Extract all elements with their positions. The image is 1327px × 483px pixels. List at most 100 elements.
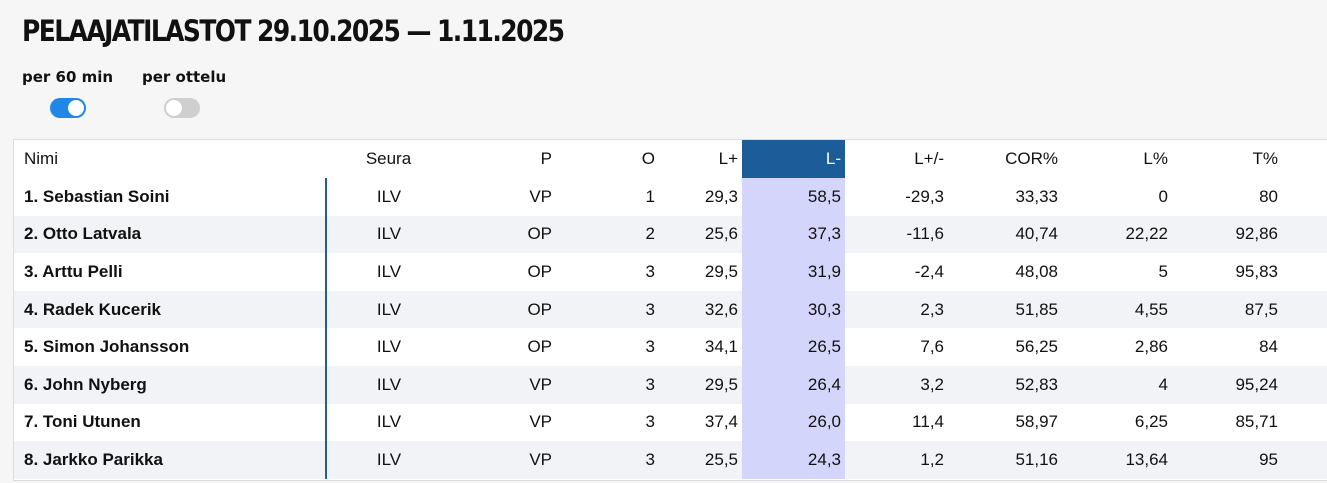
cell-name[interactable]: 5. Simon Johansson bbox=[14, 328, 327, 366]
toggle-label-per-60-min: per 60 min bbox=[22, 68, 114, 86]
cell-club: ILV bbox=[326, 441, 426, 479]
switch-knob bbox=[166, 100, 182, 116]
table-row[interactable]: 3. Arttu Pelli ILV OP 3 29,5 31,9 -2,4 48,08 5 95… bbox=[14, 253, 1327, 291]
cell-l-plus-minus: 7,6 bbox=[845, 328, 948, 366]
cell-club: ILV bbox=[326, 365, 426, 404]
cell-l-pct: 22,22 bbox=[1062, 215, 1172, 254]
cell-name[interactable]: 7. Toni Utunen bbox=[14, 403, 327, 442]
cell-spacer bbox=[1282, 365, 1327, 404]
column-header-cor-pct[interactable]: COR% bbox=[1005, 149, 1058, 168]
column-header-nimi[interactable]: Nimi bbox=[24, 149, 58, 168]
cell-position: VP bbox=[426, 365, 556, 404]
cell-l-minus: 58,5 bbox=[742, 178, 845, 216]
cell-name[interactable]: 8. Jarkko Parikka bbox=[14, 441, 327, 479]
cell-name[interactable]: 4. Radek Kucerik bbox=[14, 290, 327, 329]
toggle-per-ottelu: per ottelu bbox=[142, 68, 227, 118]
cell-t-pct: 95 bbox=[1172, 441, 1282, 479]
cell-cor-pct: 33,33 bbox=[948, 178, 1062, 216]
cell-l-plus-minus: -2,4 bbox=[845, 253, 948, 291]
cell-t-pct: 95,24 bbox=[1172, 365, 1282, 404]
switch-knob bbox=[68, 100, 84, 116]
cell-t-pct: 87,5 bbox=[1172, 290, 1282, 329]
cell-t-pct: 85,71 bbox=[1172, 403, 1282, 442]
column-header-p[interactable]: P bbox=[540, 149, 552, 168]
cell-l-plus: 34,1 bbox=[659, 328, 742, 366]
cell-l-pct: 0 bbox=[1062, 178, 1172, 216]
cell-spacer bbox=[1282, 253, 1327, 291]
cell-t-pct: 95,83 bbox=[1172, 253, 1282, 291]
cell-club: ILV bbox=[326, 215, 426, 254]
cell-position: OP bbox=[426, 290, 556, 329]
cell-club: ILV bbox=[326, 403, 426, 442]
cell-l-pct: 2,86 bbox=[1062, 328, 1172, 366]
cell-l-pct: 4,55 bbox=[1062, 290, 1172, 329]
column-header-t-pct[interactable]: T% bbox=[1252, 149, 1279, 168]
cell-name[interactable]: 3. Arttu Pelli bbox=[14, 253, 327, 291]
cell-l-minus: 26,0 bbox=[742, 403, 845, 442]
per-ottelu-switch[interactable] bbox=[164, 98, 200, 118]
cell-l-minus: 30,3 bbox=[742, 290, 845, 329]
table-row[interactable]: 5. Simon Johansson ILV OP 3 34,1 26,5 7,6 56,25… bbox=[14, 328, 1327, 366]
table-row[interactable]: 7. Toni Utunen ILV VP 3 37,4 26,0 11,4 58,97 6,2… bbox=[14, 403, 1327, 442]
column-header-l-pct[interactable]: L% bbox=[1143, 149, 1168, 168]
cell-t-pct: 80 bbox=[1172, 178, 1282, 216]
cell-name[interactable]: 2. Otto Latvala bbox=[14, 215, 327, 254]
cell-l-plus-minus: 11,4 bbox=[845, 403, 948, 442]
cell-cor-pct: 52,83 bbox=[948, 365, 1062, 404]
table-row[interactable]: 4. Radek Kucerik ILV OP 3 32,6 30,3 2,3 51,85 4,… bbox=[14, 290, 1327, 329]
cell-games: 3 bbox=[556, 403, 659, 442]
column-header-o[interactable]: O bbox=[641, 149, 655, 168]
cell-l-plus-minus: 2,3 bbox=[845, 290, 948, 329]
cell-spacer bbox=[1282, 290, 1327, 329]
cell-club: ILV bbox=[326, 328, 426, 366]
cell-l-plus-minus: 3,2 bbox=[845, 365, 948, 404]
cell-l-plus: 25,5 bbox=[659, 441, 742, 479]
cell-position: VP bbox=[426, 403, 556, 442]
cell-games: 2 bbox=[556, 215, 659, 254]
cell-position: OP bbox=[426, 253, 556, 291]
cell-t-pct: 92,86 bbox=[1172, 215, 1282, 254]
per-60-min-switch[interactable] bbox=[50, 98, 86, 118]
cell-name[interactable]: 6. John Nyberg bbox=[14, 365, 327, 404]
column-header-l-plus-minus[interactable]: L+/- bbox=[914, 149, 944, 168]
table-row[interactable]: 8. Jarkko Parikka ILV VP 3 25,5 24,3 1,2 51,16 1… bbox=[14, 441, 1327, 479]
cell-l-plus-minus: -11,6 bbox=[845, 215, 948, 254]
cell-games: 1 bbox=[556, 178, 659, 216]
cell-l-pct: 4 bbox=[1062, 365, 1172, 404]
table-row[interactable]: 1. Sebastian Soini ILV VP 1 29,3 58,5 -29,3 33,… bbox=[14, 178, 1327, 216]
cell-l-plus: 37,4 bbox=[659, 403, 742, 442]
cell-t-pct: 84 bbox=[1172, 328, 1282, 366]
column-header-seura[interactable]: Seura bbox=[365, 149, 412, 168]
cell-cor-pct: 56,25 bbox=[948, 328, 1062, 366]
cell-l-pct: 5 bbox=[1062, 253, 1172, 291]
toggle-per-60-min: per 60 min bbox=[22, 68, 114, 118]
cell-l-plus-minus: -29,3 bbox=[845, 178, 948, 216]
cell-spacer bbox=[1282, 178, 1327, 216]
column-header-l-plus[interactable]: L+ bbox=[718, 149, 738, 168]
cell-l-pct: 6,25 bbox=[1062, 403, 1172, 442]
cell-l-plus: 29,5 bbox=[659, 365, 742, 404]
cell-position: OP bbox=[426, 328, 556, 366]
cell-cor-pct: 48,08 bbox=[948, 253, 1062, 291]
cell-l-minus: 37,3 bbox=[742, 215, 845, 254]
cell-l-plus-minus: 1,2 bbox=[845, 441, 948, 479]
cell-spacer bbox=[1282, 441, 1327, 479]
cell-club: ILV bbox=[326, 290, 426, 329]
table-row[interactable]: 2. Otto Latvala ILV OP 2 25,6 37,3 -11,6 40,74 2… bbox=[14, 215, 1327, 254]
cell-l-minus: 26,5 bbox=[742, 328, 845, 366]
page-title: PELAAJATILASTOT 29.10.2025 — 1.11.2025 bbox=[22, 14, 565, 48]
cell-spacer bbox=[1282, 215, 1327, 254]
column-header-l-minus[interactable]: L- bbox=[742, 140, 845, 178]
toggle-label-per-ottelu: per ottelu bbox=[142, 68, 227, 86]
table-row[interactable]: 6. John Nyberg ILV VP 3 29,5 26,4 3,2 52,83 4 95,… bbox=[14, 365, 1327, 404]
player-stats-table: Nimi Seura P O L+ L- L+/- COR% L% T% 1. … bbox=[13, 139, 1327, 481]
cell-l-pct: 13,64 bbox=[1062, 441, 1172, 479]
cell-cor-pct: 51,85 bbox=[948, 290, 1062, 329]
cell-club: ILV bbox=[326, 253, 426, 291]
column-header-spacer bbox=[1282, 140, 1327, 178]
cell-position: VP bbox=[426, 178, 556, 216]
cell-l-plus: 29,5 bbox=[659, 253, 742, 291]
cell-club: ILV bbox=[326, 178, 426, 216]
cell-cor-pct: 58,97 bbox=[948, 403, 1062, 442]
cell-name[interactable]: 1. Sebastian Soini bbox=[14, 178, 327, 216]
